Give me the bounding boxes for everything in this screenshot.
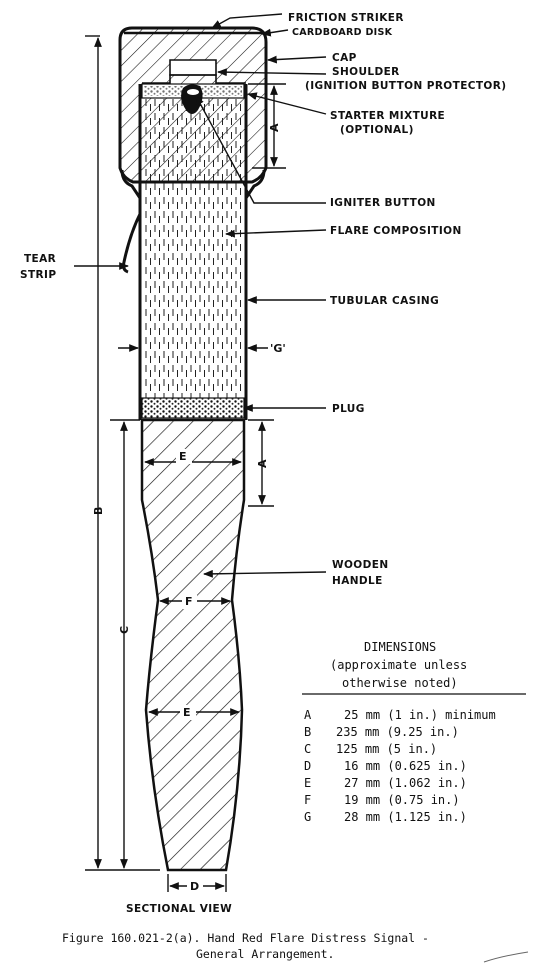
label-cap: CAP [332, 52, 357, 64]
tear-strip [122, 213, 142, 274]
dim-letter-e-upper: E [179, 450, 187, 463]
label-flare-composition: FLARE COMPOSITION [330, 225, 462, 237]
label-starter-mixture: STARTER MIXTURE [330, 110, 445, 122]
table-row-key: A [304, 708, 312, 722]
label-sectional-view: SECTIONAL VIEW [126, 903, 232, 915]
dim-letter-b: B [92, 507, 105, 515]
dimensions-subtitle-2: otherwise noted) [342, 676, 458, 690]
table-row-value: 16 mm (0.625 in.) [344, 759, 467, 773]
dimensions-title: DIMENSIONS [364, 640, 436, 654]
leader-lines [74, 13, 327, 578]
dim-letter-c: C [118, 626, 131, 634]
table-row-value: 27 mm (1.062 in.) [344, 776, 467, 790]
table-row-key: C [304, 742, 311, 756]
label-strip: STRIP [20, 269, 56, 281]
table-row-value: 28 mm (1.125 in.) [344, 810, 467, 824]
label-plug: PLUG [332, 403, 365, 415]
table-row-key: F [304, 793, 311, 807]
tubular-casing [120, 83, 266, 420]
table-row-value: 19 mm (0.75 in.) [344, 793, 460, 807]
figure-caption-line2: General Arrangement. [196, 947, 334, 961]
table-row-value: 125 mm (5 in.) [336, 742, 437, 756]
label-tubular-casing: TUBULAR CASING [330, 295, 439, 307]
label-friction-striker: FRICTION STRIKER [288, 12, 404, 24]
figure-caption-line1: Figure 160.021-2(a). Hand Red Flare Dist… [62, 931, 429, 945]
dim-letter-a-upper: A [268, 123, 281, 132]
label-tear: TEAR [24, 253, 56, 265]
label-shoulder-note: (IGNITION BUTTON PROTECTOR) [305, 80, 506, 92]
wooden-handle [140, 418, 246, 872]
plug-shape [141, 397, 245, 419]
dimension-lines [85, 35, 286, 892]
label-igniter-button: IGNITER BUTTON [330, 197, 436, 209]
dim-letter-e-lower: E [183, 706, 191, 719]
table-row-key: D [304, 759, 311, 773]
label-starter-optional: (OPTIONAL) [340, 124, 414, 136]
dim-letter-d: D [190, 880, 199, 893]
label-handle: HANDLE [332, 575, 383, 587]
label-wooden: WOODEN [332, 559, 389, 571]
dimensions-subtitle-1: (approximate unless [330, 658, 467, 672]
table-row-key: E [304, 776, 311, 790]
table-row-key: G [304, 810, 311, 824]
table-row-value: 25 mm (1 in.) minimum [344, 708, 496, 722]
table-row-value: 235 mm (9.25 in.) [336, 725, 459, 739]
dim-letter-a-lower: A [256, 459, 269, 468]
dimensions-table: DIMENSIONS (approximate unless otherwise… [302, 640, 526, 824]
dim-letter-f: F [185, 595, 193, 608]
label-cardboard-disk: CARDBOARD DISK [292, 27, 393, 38]
scribble-mark [483, 951, 529, 963]
label-shoulder: SHOULDER [332, 66, 400, 78]
table-row-key: B [304, 725, 311, 739]
dim-letter-g: 'G' [270, 342, 286, 355]
